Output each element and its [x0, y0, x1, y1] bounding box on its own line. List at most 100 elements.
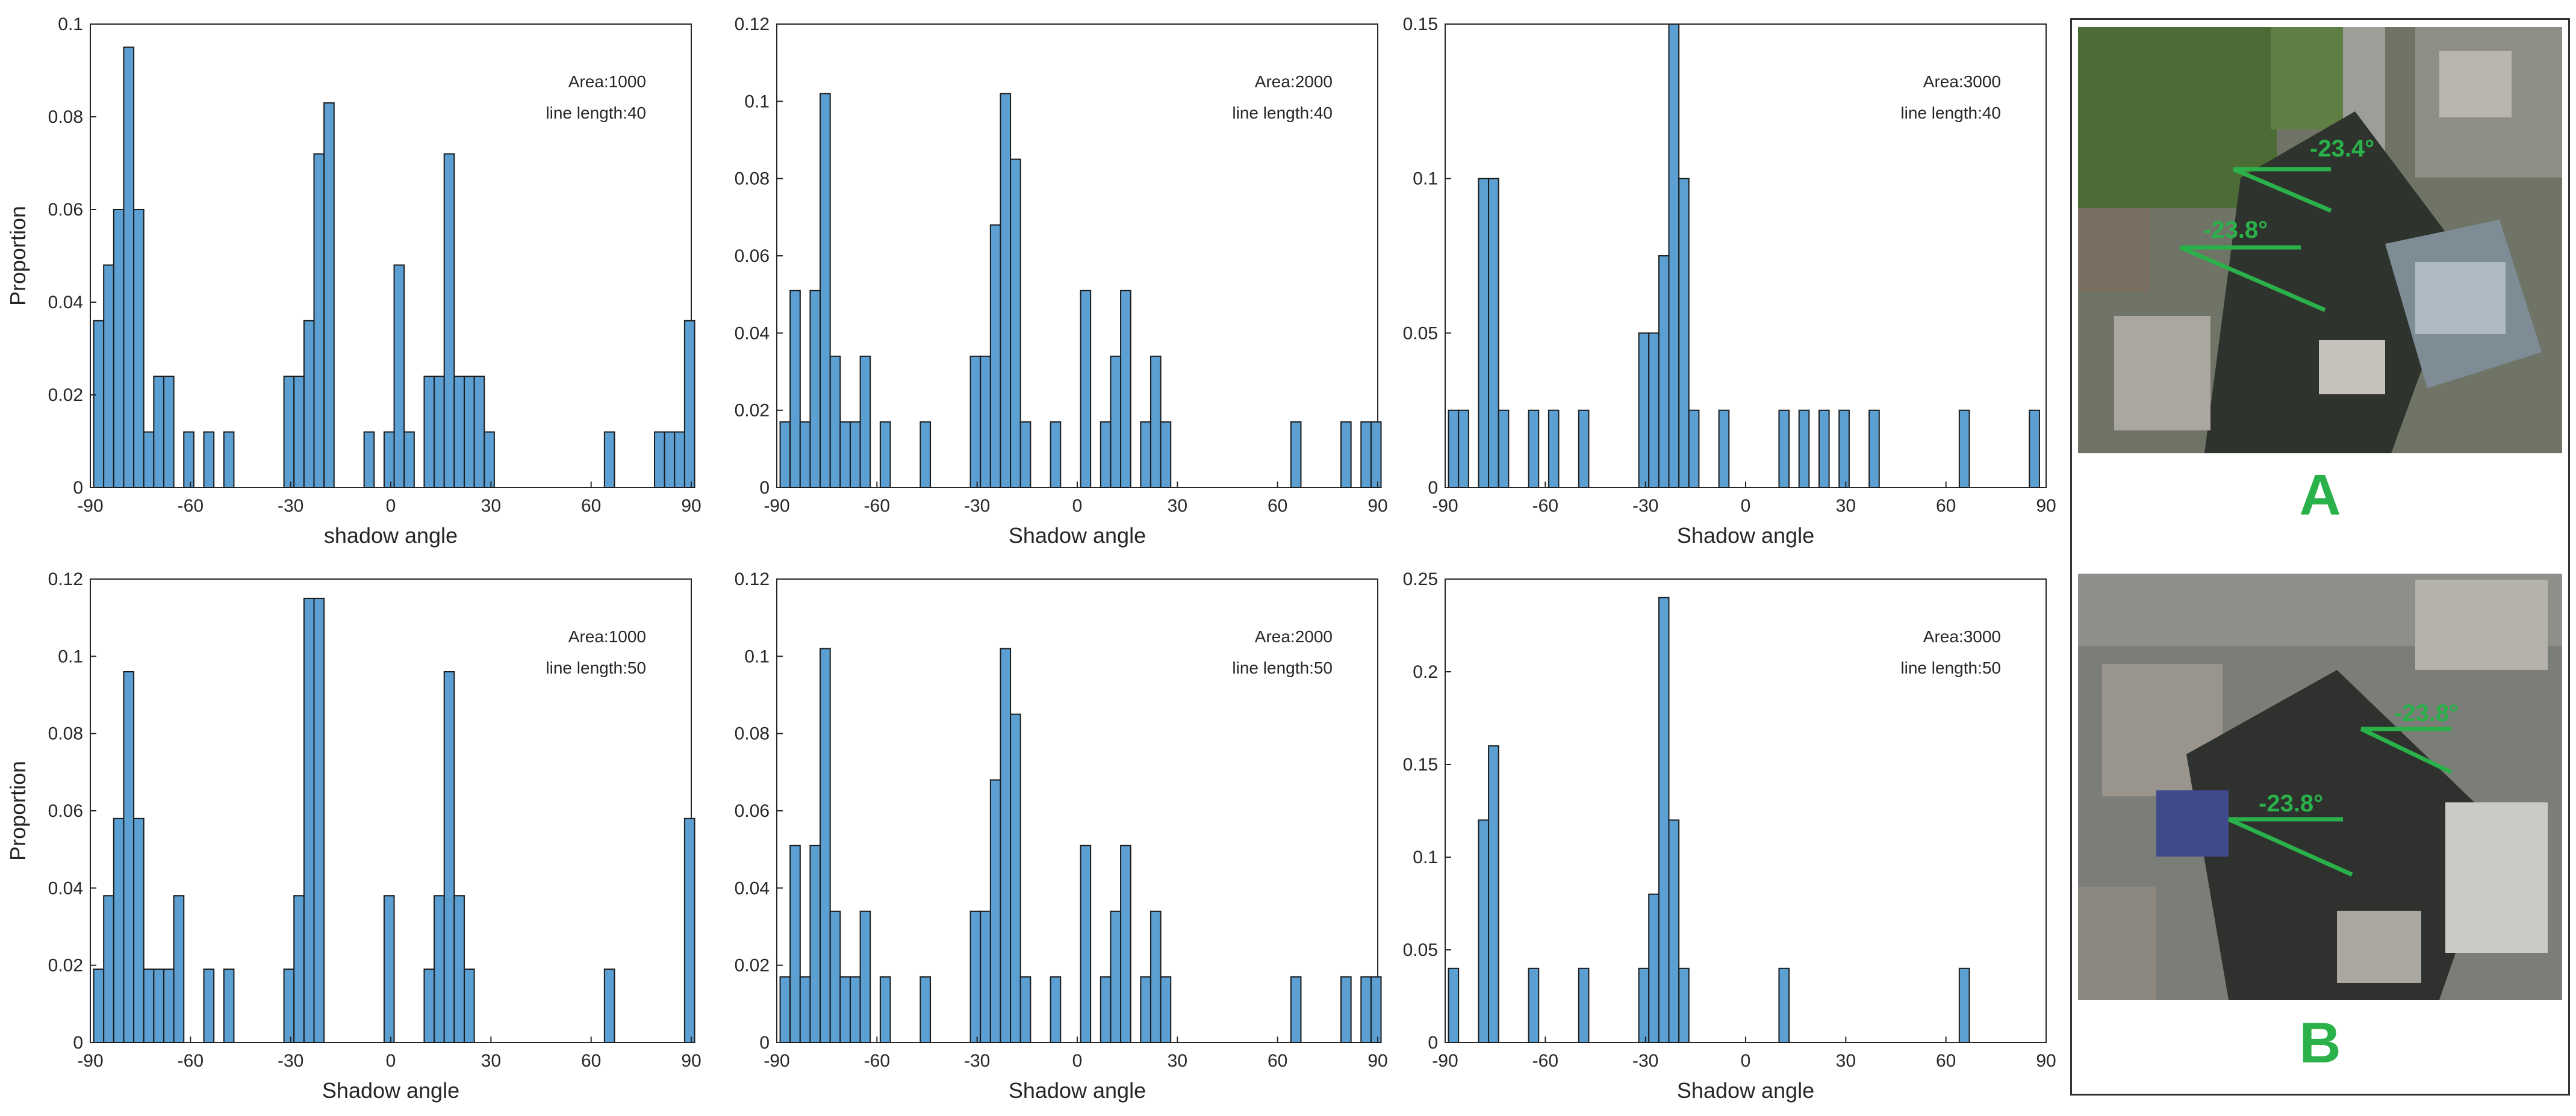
- histogram-bar: [1080, 845, 1092, 1043]
- y-tick-label: 0.05: [1403, 940, 1438, 960]
- histogram-bar: [1120, 290, 1131, 488]
- histogram-bar: [1360, 976, 1372, 1043]
- histogram-bar: [223, 431, 235, 488]
- histogram-bar: [839, 421, 851, 489]
- x-tick-label: 0: [386, 1051, 396, 1071]
- histogram-bar: [919, 976, 932, 1043]
- x-axis-label: Shadow angle: [322, 1078, 459, 1103]
- histogram-bar: [303, 598, 315, 1043]
- histogram-bar: [1140, 976, 1151, 1043]
- annotation-line-length: line length:50: [1900, 659, 2001, 677]
- histogram-bar: [969, 910, 982, 1044]
- histogram-bar: [1958, 967, 1970, 1044]
- histogram-bar: [123, 671, 135, 1043]
- histogram-bar: [1160, 421, 1172, 489]
- y-tick-label: 0.08: [735, 724, 770, 744]
- histogram-bar: [293, 895, 305, 1043]
- y-tick-label: 0.02: [48, 385, 83, 405]
- blue-roof: [2156, 790, 2229, 857]
- angle-label-a1: -23.4°: [2310, 135, 2374, 162]
- histogram-bar: [1080, 290, 1092, 488]
- histogram-bar: [383, 431, 395, 488]
- y-tick-label: 0.15: [1403, 755, 1438, 775]
- x-tick-label: -90: [1432, 496, 1458, 516]
- x-tick-label: 30: [1836, 496, 1856, 516]
- histogram-bar: [363, 431, 375, 488]
- y-tick-label: 0: [73, 478, 83, 498]
- histogram-bar: [293, 376, 305, 489]
- x-tick-label: -90: [1432, 1051, 1458, 1071]
- histogram-bar: [1370, 421, 1382, 489]
- annotation-line-length: line length:50: [546, 659, 646, 677]
- panel-label-a: A: [2299, 463, 2341, 527]
- x-tick-label: 60: [1936, 496, 1956, 516]
- aerial-image-a: -23.4° -23.8°: [2078, 27, 2562, 453]
- histogram-bar: [1050, 421, 1062, 489]
- histogram-bar: [423, 969, 435, 1044]
- histogram-bar: [133, 817, 145, 1044]
- x-tick-label: 30: [481, 1051, 501, 1071]
- x-tick-label: -30: [278, 1051, 303, 1071]
- histogram-bar: [1678, 967, 1690, 1044]
- histogram-bar: [1100, 421, 1112, 489]
- histogram-bar: [113, 817, 125, 1044]
- x-tick-label: 60: [1936, 1051, 1956, 1071]
- histogram-bar: [989, 224, 1001, 488]
- x-tick-label: -60: [1532, 496, 1558, 516]
- histogram-bar: [1778, 409, 1790, 489]
- y-tick-label: 0.15: [1403, 14, 1438, 34]
- x-tick-label: 30: [1168, 1051, 1187, 1071]
- y-tick-label: 0.06: [48, 200, 83, 220]
- histogram-bar: [919, 421, 932, 489]
- chart-c3: -90 -60 -30 0 30 60 90 0 0.05 0.1 0.15 Shadow angle…: [1403, 14, 2056, 548]
- y-tick-label: 0.1: [58, 646, 83, 666]
- histogram-bar: [664, 431, 676, 488]
- x-axis-label: Shadow angle: [1677, 523, 1814, 548]
- x-tick-label: -60: [864, 1051, 890, 1071]
- histogram-bar: [173, 895, 185, 1043]
- y-tick-label: 0.1: [744, 646, 770, 666]
- histogram-bar: [203, 431, 215, 488]
- histogram-bar: [143, 431, 155, 488]
- histogram-bar: [434, 895, 445, 1043]
- histogram-bar: [153, 376, 164, 489]
- histogram-bar: [1778, 967, 1790, 1044]
- x-tick-label: 60: [581, 1051, 601, 1071]
- y-tick-label: 0.02: [735, 401, 770, 421]
- histogram-bar: [434, 376, 445, 489]
- histogram-bar: [93, 320, 105, 488]
- x-tick-label: -30: [1632, 1051, 1658, 1071]
- histogram-bar: [1648, 332, 1660, 488]
- y-tick-label: 0.1: [1413, 169, 1438, 189]
- histogram-bar: [1678, 178, 1690, 488]
- x-tick-label: 90: [2036, 1051, 2056, 1071]
- histogram-bar: [859, 355, 871, 488]
- histogram-bar: [1638, 332, 1650, 488]
- histogram-bar: [879, 421, 891, 489]
- histogram-bar: [1578, 409, 1590, 489]
- histogram-bar: [133, 209, 145, 488]
- y-tick-label: 0.04: [735, 878, 770, 898]
- annotation-line-length: line length:40: [1232, 104, 1333, 122]
- histogram-bar: [1488, 745, 1499, 1043]
- histogram-bar: [1498, 409, 1510, 489]
- x-tick-label: 30: [1168, 496, 1187, 516]
- histogram-bar: [1448, 967, 1460, 1044]
- x-tick-label: 90: [2036, 496, 2056, 516]
- histogram-bar: [1958, 409, 1970, 489]
- y-tick-label: 0.2: [1413, 662, 1438, 682]
- histogram-bar: [1050, 976, 1062, 1043]
- y-tick-label: 0: [1428, 1033, 1438, 1053]
- histogram-bar: [980, 355, 991, 488]
- y-tick-label: 0.04: [735, 323, 770, 343]
- plot-area: [1445, 23, 2047, 488]
- histogram-bar: [799, 976, 811, 1043]
- y-tick-label: 0.05: [1403, 323, 1438, 343]
- histogram-bar: [674, 431, 685, 488]
- chart-c4: -90 -60 -30 0 30 60 90 0 0.02 0.04 0.06 0.08 0.1 0.12…: [5, 569, 702, 1103]
- x-tick-label: -60: [864, 496, 890, 516]
- y-tick-label: 0.06: [735, 801, 770, 821]
- x-tick-label: -30: [964, 1051, 990, 1071]
- chart-c6: -90 -60 -30 0 30 60 90 0 0.05 0.1 0.15 0.2 0.25 Shado…: [1403, 569, 2056, 1103]
- histogram-bar: [1488, 178, 1499, 488]
